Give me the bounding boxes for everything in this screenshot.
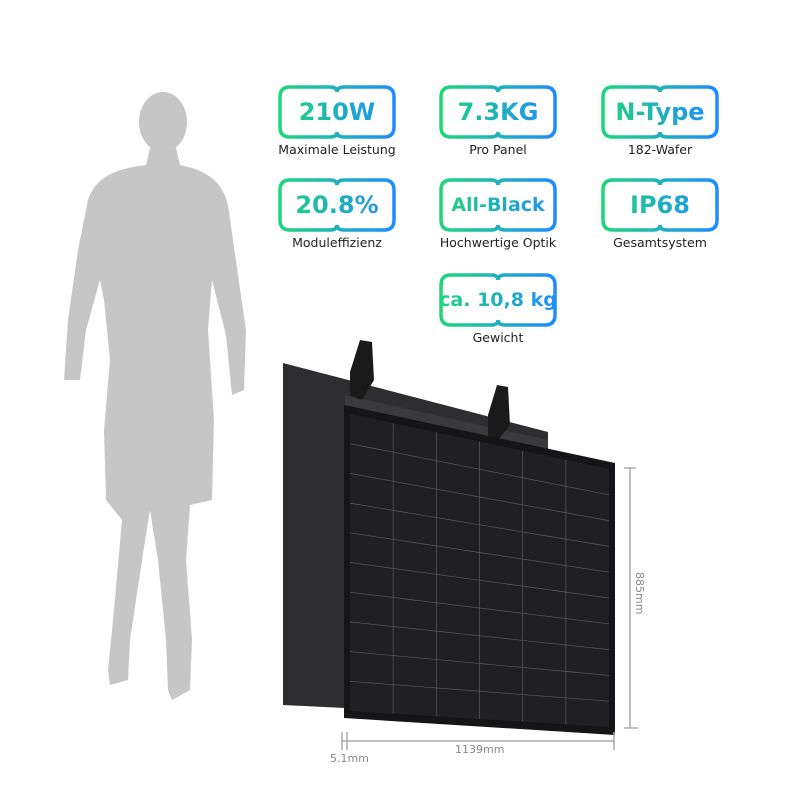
mount-bracket	[350, 340, 374, 400]
spec-label: Gewicht	[472, 330, 524, 345]
solar-panel	[283, 340, 615, 735]
spec-value: 210W	[278, 85, 396, 139]
thickness-dimension: 5.1mm	[330, 752, 369, 765]
spec-value: ca. 10,8 kg	[439, 273, 557, 327]
spec-label: Pro Panel	[469, 142, 527, 157]
spec-value: 20.8%	[278, 178, 396, 232]
height-dimension: 885mm	[633, 572, 646, 615]
spec-value: N-Type	[601, 85, 719, 139]
mount-bracket	[488, 385, 510, 440]
cell-row-line	[349, 651, 610, 676]
cell-row-line	[349, 473, 610, 521]
cell-row-line	[349, 502, 610, 547]
spec-badge: IP68	[601, 178, 719, 232]
spec-label: Gesamtsystem	[613, 235, 707, 250]
person-silhouette	[64, 92, 246, 700]
spec-badge: 7.3KG	[439, 85, 557, 139]
width-dimension: 1139mm	[455, 743, 505, 756]
spec-value: IP68	[601, 178, 719, 232]
spec-label: 182-Wafer	[627, 142, 693, 157]
spec-badge: 20.8%	[278, 178, 396, 232]
cell-row-line	[349, 562, 610, 599]
spec-value: 7.3KG	[439, 85, 557, 139]
spec-badge: All-Black	[439, 178, 557, 232]
spec-label: Maximale Leistung	[278, 142, 396, 157]
spec-label: Hochwertige Optik	[439, 235, 557, 250]
spec-value: All-Black	[439, 178, 557, 232]
spec-badge: N-Type	[601, 85, 719, 139]
spec-badge: ca. 10,8 kg	[439, 273, 557, 327]
cell-row-line	[349, 532, 610, 573]
cell-row-line	[349, 443, 610, 496]
spec-label: Moduleffizienz	[292, 235, 382, 250]
cell-row-line	[349, 591, 610, 625]
cell-row-line	[349, 680, 610, 702]
dimension-lines	[341, 467, 638, 750]
cell-row-line	[349, 621, 610, 650]
spec-badge: 210W	[278, 85, 396, 139]
